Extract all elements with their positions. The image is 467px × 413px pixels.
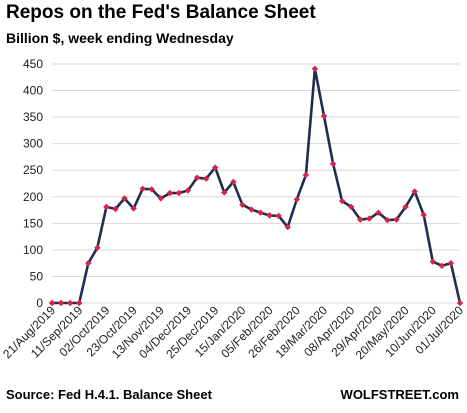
data-point [311, 65, 319, 72]
data-points [48, 65, 464, 307]
brand-label: WOLFSTREET.com [340, 387, 459, 402]
data-point [121, 195, 128, 202]
data-point [357, 216, 364, 223]
data-point [66, 299, 74, 307]
data-point [103, 203, 110, 211]
y-tick-label: 300 [23, 137, 43, 151]
data-point [375, 209, 382, 216]
data-point [438, 262, 446, 270]
data-point [275, 212, 282, 220]
data-point [112, 205, 119, 213]
series-line-group [52, 67, 462, 305]
data-point [239, 201, 246, 208]
y-tick-label: 150 [23, 216, 43, 230]
data-point [366, 215, 373, 222]
data-point [429, 258, 436, 265]
data-point [257, 209, 264, 216]
y-tick-label: 100 [23, 243, 43, 257]
source-note: Source: Fed H.4.1. Balance Sheet [6, 387, 212, 402]
data-point [48, 299, 56, 307]
data-point [148, 186, 155, 193]
data-point [348, 203, 355, 211]
y-tick-label: 0 [36, 296, 43, 310]
x-axis-ticks: 21/Aug/201911/Sep/201902/Oct/201923/Oct/… [0, 303, 466, 362]
data-point [57, 299, 65, 307]
data-point [221, 189, 228, 196]
data-point [202, 175, 210, 182]
data-point [393, 216, 400, 223]
data-point [230, 178, 237, 186]
data-point [130, 205, 137, 212]
data-point [420, 211, 427, 219]
data-point [139, 185, 146, 193]
data-point [329, 160, 337, 168]
y-axis-ticks: 0 50 100 150 200 250 300 350 400 450 [23, 57, 43, 310]
y-tick-label: 50 [30, 269, 44, 283]
data-point [338, 197, 346, 205]
data-point [166, 189, 174, 197]
data-point [293, 196, 300, 203]
data-point [157, 195, 164, 202]
data-point [320, 112, 328, 120]
data-point [266, 212, 273, 219]
data-point [184, 187, 192, 194]
data-point [284, 223, 291, 231]
data-point [193, 174, 201, 181]
data-point [248, 206, 255, 213]
chart-title: Repos on the Fed's Balance Sheet [6, 2, 316, 23]
gridlines [52, 63, 460, 304]
series-line [52, 67, 462, 305]
chart-subtitle: Billion $, week ending Wednesday [6, 30, 234, 46]
data-point [85, 259, 92, 267]
data-point [212, 164, 219, 171]
data-point [447, 259, 455, 267]
data-point [94, 244, 101, 251]
data-point [384, 216, 391, 224]
data-point [302, 171, 310, 179]
data-point [411, 188, 418, 195]
data-point [456, 299, 464, 307]
y-tick-label: 350 [23, 110, 43, 124]
y-tick-label: 250 [23, 163, 43, 177]
y-tick-label: 200 [23, 190, 43, 204]
data-point [402, 203, 409, 211]
y-tick-label: 400 [23, 84, 43, 98]
data-point [76, 299, 83, 307]
y-tick-label: 450 [23, 57, 43, 71]
data-point [175, 189, 183, 197]
